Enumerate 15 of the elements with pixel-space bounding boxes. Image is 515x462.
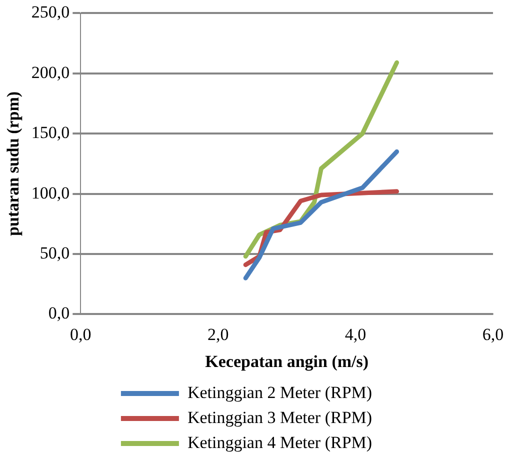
y-tick-label: 250,0 xyxy=(31,2,70,22)
x-axis-title: Kecepatan angin (m/s) xyxy=(205,352,369,372)
legend-label: Ketinggian 3 Meter (RPM) xyxy=(187,408,372,427)
y-tick-label: 50,0 xyxy=(40,243,70,262)
y-tick-label: 0,0 xyxy=(48,304,70,323)
y-tick-label: 100,0 xyxy=(31,183,70,202)
y-tick-label: 150,0 xyxy=(31,123,70,142)
x-tick-label: 6,0 xyxy=(482,324,504,344)
legend-label: Ketinggian 2 Meter (RPM) xyxy=(187,382,372,402)
x-tick-label: 0,0 xyxy=(70,324,92,344)
x-tick-label: 4,0 xyxy=(344,324,366,344)
x-tick-label: 2,0 xyxy=(207,324,229,344)
y-tick-label: 200,0 xyxy=(31,62,70,82)
y-axis-title: putaran sudu (rpm) xyxy=(4,91,23,236)
legend-label: Ketinggian 4 Meter (RPM) xyxy=(187,432,372,452)
